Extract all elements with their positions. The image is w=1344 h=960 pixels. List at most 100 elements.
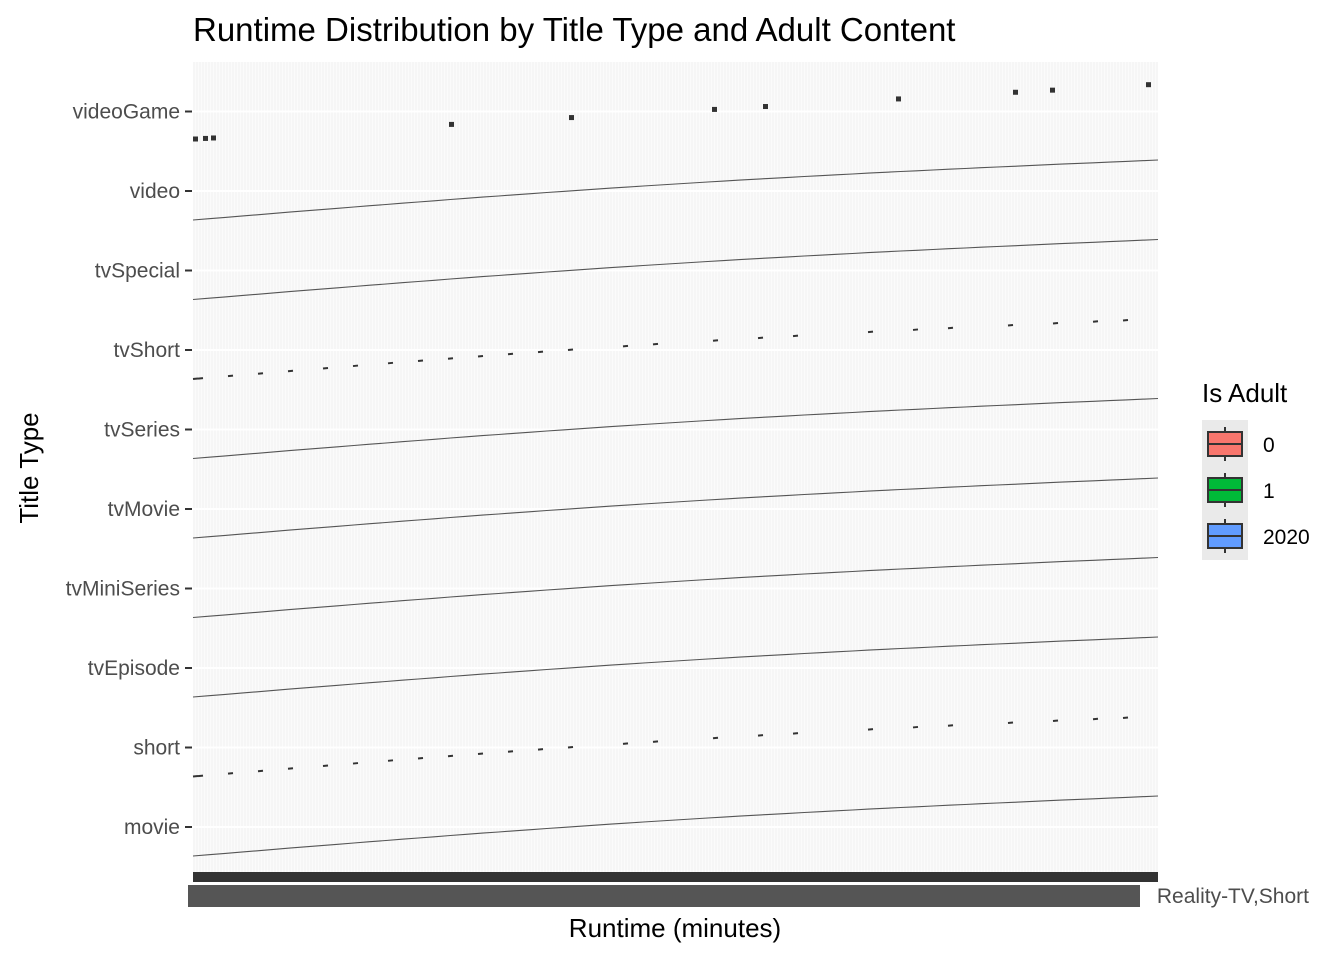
y-tick-label-tvMovie: tvMovie (108, 498, 180, 521)
box-line-movie (192, 795, 1159, 857)
y-axis-title: Title Type (14, 412, 44, 523)
series-tvSpecial (192, 238, 1159, 301)
legend-key-1: 1 (1207, 473, 1275, 507)
outlier-short-19 (867, 728, 874, 731)
outlier-tvShort-25 (1122, 318, 1129, 322)
outlier-short-15 (652, 740, 659, 743)
x-tick-labels-overplot (188, 885, 1140, 907)
series-tvEpisode (192, 636, 1159, 698)
y-axis: movie short tvEpisode tvMiniSeries tvMovie tv… (66, 101, 192, 839)
legend: Is Adult 0 1 2020 (1202, 378, 1310, 560)
outlier-short-13 (567, 746, 574, 749)
outlier-videoGame-2 (211, 135, 216, 141)
outlier-tvShort-14 (622, 344, 629, 348)
outlier-tvShort-9 (447, 357, 454, 360)
outlier-tvShort-17 (757, 336, 764, 340)
legend-label-1: 1 (1263, 480, 1275, 503)
series-movie (192, 795, 1159, 857)
box-line-video (192, 159, 1159, 221)
outlier-short-14 (622, 742, 629, 745)
outlier-tvShort-22 (1007, 324, 1014, 327)
outlier-videoGame-10 (1146, 82, 1151, 88)
outlier-short-8 (417, 757, 424, 760)
outlier-short-16 (712, 736, 719, 740)
outlier-tvShort-20 (912, 328, 919, 331)
outlier-tvShort-11 (507, 352, 514, 356)
marks (192, 82, 1159, 857)
y-tick-label-videoGame: videoGame (73, 101, 180, 124)
outlier-tvShort-21 (947, 326, 954, 330)
legend-key-2020: 2020 (1207, 519, 1310, 553)
outlier-short-2 (227, 772, 234, 775)
outlier-tvShort-6 (352, 364, 359, 368)
legend-label-0: 0 (1263, 434, 1275, 457)
outlier-videoGame-3 (449, 121, 454, 127)
outlier-short-25 (1122, 716, 1129, 719)
outlier-short-21 (947, 724, 954, 727)
series-tvMiniSeries (192, 556, 1159, 619)
outlier-tvShort-13 (567, 348, 574, 352)
legend-title: Is Adult (1202, 378, 1288, 408)
outlier-tvShort-15 (652, 342, 659, 346)
outlier-short-17 (757, 734, 764, 737)
y-tick-label-tvSeries: tvSeries (104, 419, 180, 442)
outlier-tvShort-18 (792, 334, 799, 338)
legend-key-0: 0 (1207, 427, 1275, 461)
outlier-short-11 (507, 750, 514, 753)
box-line-tvMovie (192, 477, 1159, 539)
plot-panel (193, 62, 1158, 882)
outlier-short-9 (447, 754, 454, 758)
y-tick-label-tvSpecial: tvSpecial (95, 260, 180, 283)
outlier-tvShort-24 (1092, 320, 1099, 323)
outlier-short-0 (192, 775, 199, 778)
y-tick-label-tvEpisode: tvEpisode (88, 657, 180, 680)
x-axis-title: Runtime (minutes) (569, 913, 781, 943)
series-videoGame (193, 82, 1151, 142)
outlier-short-12 (537, 748, 544, 751)
outlier-videoGame-5 (712, 106, 717, 112)
outlier-tvShort-3 (257, 372, 264, 375)
outlier-short-5 (322, 764, 329, 767)
outlier-videoGame-8 (1013, 89, 1018, 95)
series-tvShort (192, 318, 1129, 380)
x-axis (188, 872, 1158, 907)
outlier-tvShort-16 (712, 339, 719, 342)
outlier-tvShort-0 (192, 377, 199, 380)
outlier-short-7 (387, 759, 394, 762)
y-tick-label-tvShort: tvShort (113, 339, 180, 362)
series-video (192, 159, 1159, 221)
outlier-videoGame-0 (193, 136, 198, 142)
box-line-tvSeries (192, 397, 1159, 460)
outlier-tvShort-5 (322, 366, 329, 370)
series-short (192, 716, 1129, 778)
outlier-tvShort-19 (867, 330, 874, 334)
outlier-short-23 (1052, 719, 1059, 723)
outlier-tvShort-4 (287, 369, 294, 373)
outlier-short-3 (257, 769, 264, 773)
outlier-short-18 (792, 732, 799, 735)
outlier-videoGame-1 (203, 135, 208, 141)
outlier-short-20 (912, 725, 919, 729)
outlier-tvShort-2 (227, 374, 234, 378)
legend-label-2020: 2020 (1263, 526, 1310, 549)
grid (193, 62, 1158, 882)
chart-title: Runtime Distribution by Title Type and A… (193, 11, 955, 48)
outlier-tvShort-7 (387, 361, 394, 365)
outlier-videoGame-4 (569, 115, 574, 121)
outlier-short-1 (197, 774, 204, 778)
outlier-tvShort-10 (477, 354, 484, 358)
outlier-videoGame-6 (763, 104, 768, 110)
x-tick-label-last: Reality-TV,Short (1157, 885, 1309, 908)
box-line-tvEpisode (192, 636, 1159, 698)
outlier-short-6 (352, 762, 359, 765)
x-ticks-overplot (193, 872, 1158, 882)
outlier-short-22 (1007, 721, 1014, 725)
outlier-videoGame-7 (896, 96, 901, 102)
outlier-short-24 (1092, 717, 1099, 721)
y-tick-label-tvMiniSeries: tvMiniSeries (66, 578, 180, 601)
outlier-tvShort-23 (1052, 322, 1059, 325)
box-line-tvMiniSeries (192, 556, 1159, 619)
outlier-short-4 (287, 767, 294, 770)
y-tick-label-movie: movie (124, 816, 180, 839)
